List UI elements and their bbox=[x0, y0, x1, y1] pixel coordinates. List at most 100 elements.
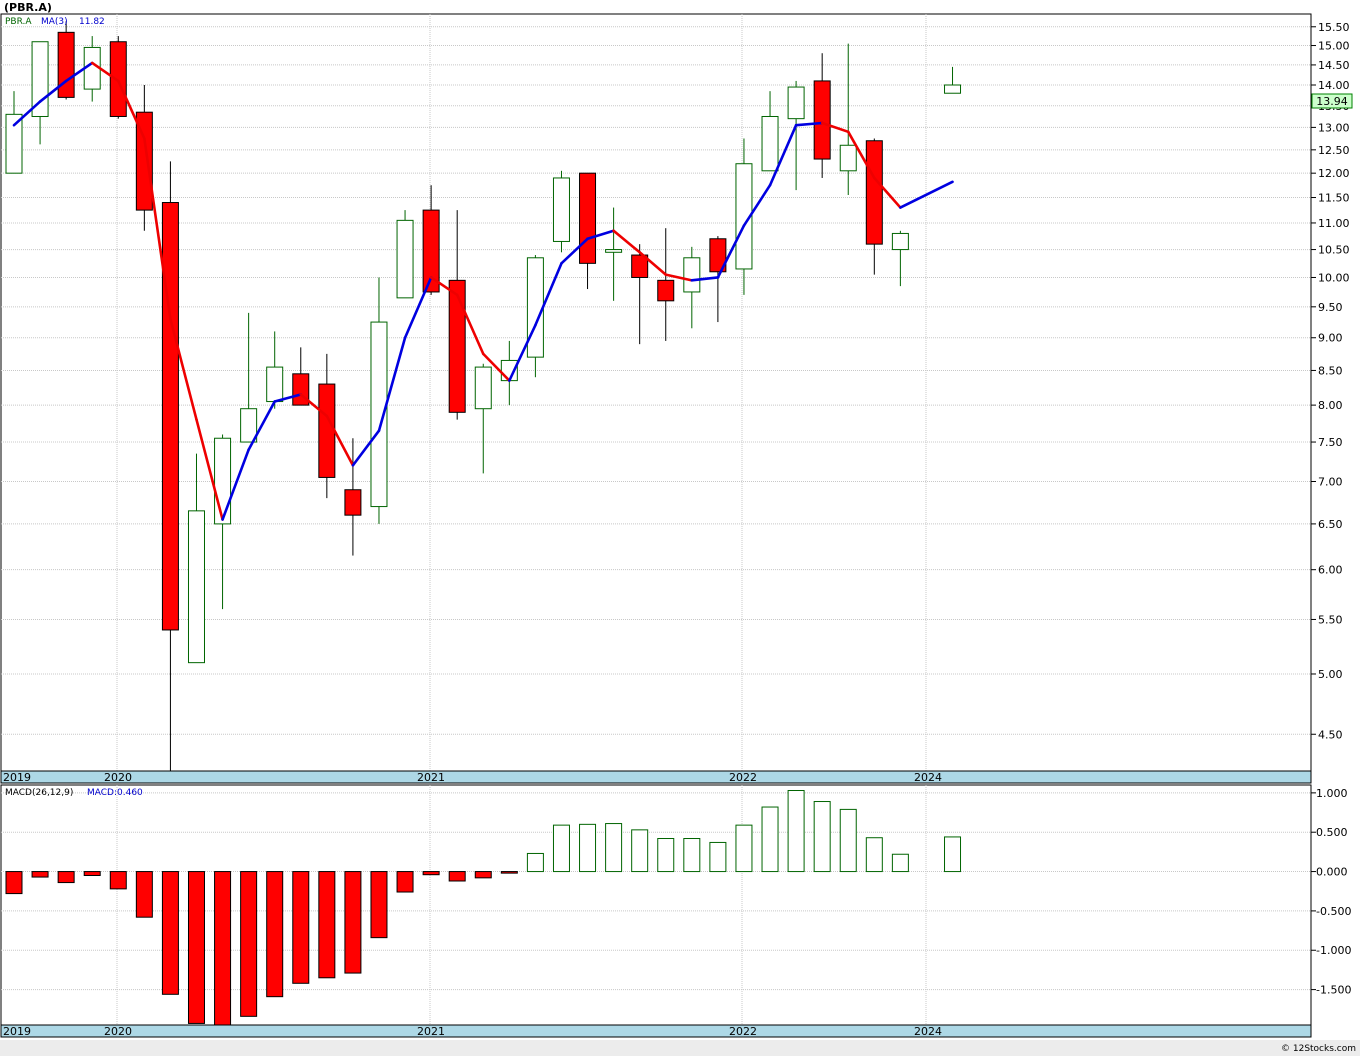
price-tick-label: 12.50 bbox=[1318, 144, 1350, 157]
ma-segment bbox=[195, 418, 224, 521]
ma-segment bbox=[742, 183, 772, 227]
price-tick-label: 7.00 bbox=[1318, 476, 1343, 489]
price-y-axis: 15.5015.0014.5014.0013.5013.0012.5012.00… bbox=[1311, 21, 1350, 741]
candle-down bbox=[579, 172, 597, 264]
macd-y-axis: 1.000 0.500 0.000 -0.500 -1.000 -1.500 bbox=[1311, 787, 1351, 997]
ma-segment bbox=[116, 79, 146, 140]
candle-up bbox=[214, 437, 232, 525]
x-axis-label: 2022 bbox=[729, 771, 757, 784]
x-axis-label: 2021 bbox=[417, 771, 445, 784]
candle-down bbox=[109, 41, 127, 117]
macd-bar-negative bbox=[31, 871, 49, 878]
ma-segment bbox=[377, 336, 407, 433]
macd-bar-positive bbox=[839, 808, 857, 873]
ma-segment bbox=[273, 393, 303, 403]
ma-segment bbox=[455, 293, 485, 356]
ma-segment bbox=[12, 100, 42, 127]
macd-tick-label: -1.000 bbox=[1316, 944, 1351, 957]
ma-value: 11.82 bbox=[79, 17, 105, 27]
ma-segment bbox=[64, 61, 94, 83]
ma-segment bbox=[325, 414, 355, 467]
macd-bar-negative bbox=[240, 871, 258, 1017]
macd-bar-positive bbox=[631, 829, 649, 873]
macd-tick-label: 1.000 bbox=[1316, 787, 1348, 800]
candle-down bbox=[422, 209, 440, 293]
macd-bar-positive bbox=[944, 836, 962, 873]
price-tick-label: 14.00 bbox=[1318, 79, 1350, 92]
macd-bar-negative bbox=[396, 871, 414, 893]
candle-down bbox=[161, 202, 179, 631]
price-tick-label: 14.50 bbox=[1318, 59, 1350, 72]
price-tick-label: 8.00 bbox=[1318, 399, 1343, 412]
candle-up bbox=[761, 115, 779, 172]
x-axis-label: 2022 bbox=[729, 1025, 757, 1038]
x-axis-label: 2019 bbox=[3, 771, 31, 784]
ma-line bbox=[12, 61, 954, 521]
candle-up bbox=[787, 86, 805, 120]
x-axis-label: 2020 bbox=[104, 771, 132, 784]
ma-segment bbox=[351, 429, 381, 467]
ma-segment bbox=[664, 273, 694, 282]
ma-segment bbox=[221, 448, 250, 521]
macd-bar-negative bbox=[292, 871, 310, 984]
last-price-text: 13.94 bbox=[1316, 95, 1348, 108]
candle-down bbox=[344, 489, 362, 516]
x-axis-label: 2024 bbox=[914, 1025, 942, 1038]
x-axis-label: 2021 bbox=[417, 1025, 445, 1038]
ma-segment bbox=[508, 323, 537, 382]
ma-segment bbox=[38, 79, 68, 103]
macd-bar-negative bbox=[5, 871, 23, 895]
price-x-labels: 2019 2020 2021 2022 2024 bbox=[3, 771, 942, 784]
ma-segment bbox=[768, 123, 798, 187]
ma-segment bbox=[638, 250, 668, 276]
macd-bars bbox=[5, 790, 962, 1027]
candle-down bbox=[865, 140, 883, 245]
candle-up bbox=[944, 84, 962, 94]
ma-segment bbox=[899, 180, 954, 209]
ma-segment bbox=[403, 276, 433, 340]
price-tick-label: 6.50 bbox=[1318, 518, 1343, 531]
macd-bar-positive bbox=[579, 823, 597, 873]
candle-down bbox=[448, 279, 466, 413]
candle-up bbox=[683, 257, 701, 293]
candle-up bbox=[552, 177, 570, 242]
macd-bar-negative bbox=[187, 871, 205, 1024]
macd-bar-negative bbox=[344, 871, 362, 974]
macd-tick-label: -0.500 bbox=[1316, 905, 1351, 918]
price-tick-label: 6.00 bbox=[1318, 564, 1343, 577]
ma-segment bbox=[612, 229, 641, 254]
macd-tick-label: -1.500 bbox=[1316, 984, 1351, 997]
macd-bar-negative bbox=[318, 871, 336, 979]
price-tick-label: 4.50 bbox=[1318, 728, 1343, 741]
price-tick-label: 15.50 bbox=[1318, 21, 1350, 34]
ma-segment bbox=[560, 237, 589, 265]
macd-bar-positive bbox=[865, 837, 883, 873]
price-tick-label: 11.50 bbox=[1318, 192, 1350, 205]
ma-segment bbox=[586, 229, 615, 241]
x-axis-label: 2024 bbox=[914, 771, 942, 784]
ma-segment bbox=[169, 317, 198, 421]
macd-bar-negative bbox=[474, 871, 492, 879]
price-tick-label: 10.50 bbox=[1318, 244, 1350, 257]
candle-up bbox=[5, 113, 23, 174]
macd-bar-negative bbox=[83, 871, 101, 876]
price-tick-label: 5.00 bbox=[1318, 668, 1343, 681]
macd-bar-positive bbox=[709, 841, 727, 873]
ma-segment bbox=[690, 276, 720, 282]
macd-value: MACD:0.460 bbox=[87, 788, 143, 798]
candle-down bbox=[709, 238, 727, 273]
ma-segment bbox=[846, 130, 876, 180]
candle-up bbox=[396, 219, 414, 299]
macd-bar-positive bbox=[891, 853, 909, 873]
price-tick-label: 11.00 bbox=[1318, 217, 1350, 230]
ma-segment bbox=[299, 393, 329, 418]
ma-segment bbox=[429, 276, 459, 297]
macd-bar-positive bbox=[735, 824, 753, 873]
macd-bar-negative bbox=[57, 871, 75, 884]
macd-bar-negative bbox=[500, 871, 518, 874]
macd-tick-label: 0.000 bbox=[1316, 866, 1348, 879]
macd-title: MACD(26,12,9) bbox=[5, 788, 73, 798]
ma-segment bbox=[143, 137, 172, 321]
candle-up bbox=[839, 144, 857, 172]
